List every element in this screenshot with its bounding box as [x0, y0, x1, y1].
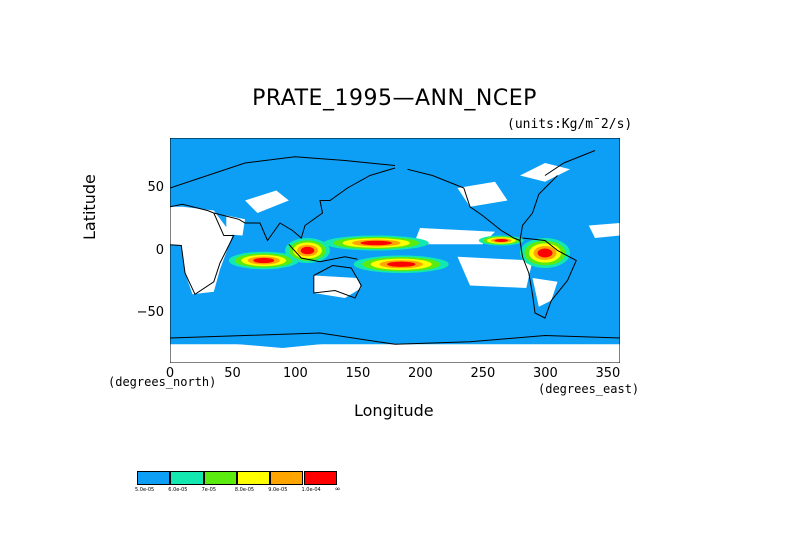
antarctic-ocean-strip — [195, 335, 358, 348]
eurasia-south-coast — [213, 167, 396, 242]
x-tick-label: 250 — [470, 366, 496, 381]
antarctica-coast — [170, 332, 620, 345]
colorbar-label: 8.0e-05 — [234, 487, 255, 493]
africa-coast — [170, 203, 235, 296]
colorbar-label: 1.0e-04 — [301, 487, 321, 493]
south-america-south-white — [532, 278, 558, 307]
antarctica-white — [170, 344, 620, 363]
colorbar-swatch — [137, 471, 171, 485]
south-america-coast — [519, 237, 577, 319]
north-america-white — [457, 181, 508, 207]
central-asia-white — [245, 190, 289, 213]
colorbar-label: 7e-05 — [201, 487, 217, 493]
x-tick-label: 0 — [165, 366, 175, 381]
east-pacific-dry-white — [413, 228, 495, 245]
colorbar-label: 9.0e-05 — [268, 487, 288, 493]
se-pacific-dry-white — [457, 256, 533, 288]
australia-coast — [313, 264, 362, 299]
x-tick-label: 100 — [283, 366, 308, 381]
y-axis-label: Latitude — [80, 174, 99, 240]
australia-white — [313, 275, 362, 298]
north-america-coast — [407, 168, 558, 242]
x-tick-label: 350 — [595, 366, 621, 381]
eurasia-north-coast — [170, 156, 396, 189]
precip-level-5 — [253, 257, 275, 264]
y-tick-label: 50 — [147, 180, 164, 195]
colorbar-swatch — [203, 471, 237, 485]
colorbar-swatch — [303, 471, 337, 485]
x-unit-note: (degrees_east) — [538, 382, 640, 396]
colorbar-swatch — [236, 471, 271, 485]
precipitation-map — [170, 138, 620, 363]
greenland-coast — [544, 150, 596, 176]
coastlines — [170, 150, 620, 345]
y-tick-label: −50 — [136, 305, 164, 320]
colorbar-label: 6.0e-05 — [168, 487, 188, 493]
x-tick-label: 50 — [224, 366, 241, 381]
x-tick-label: 300 — [533, 366, 558, 381]
colorbar-swatch — [270, 471, 304, 485]
colorbar-swatch — [170, 471, 204, 485]
precip-level-5 — [537, 248, 553, 258]
precipitation-bands — [228, 235, 570, 273]
units-label: (units:Kg/m¯2/s) — [507, 117, 633, 132]
precip-level-5 — [300, 246, 315, 255]
x-tick-label: 200 — [408, 366, 433, 381]
map-title: PRATE_1995—ANN_NCEP — [252, 86, 537, 111]
precip-level-5 — [360, 240, 392, 246]
precip-level-5 — [494, 239, 508, 242]
x-tick-label: 150 — [345, 366, 371, 381]
x-axis-label: Longitude — [354, 401, 434, 420]
colorbar-label: 5.0e-05 — [135, 487, 155, 493]
north-atlantic-white — [588, 223, 620, 238]
precip-level-5 — [387, 261, 416, 267]
y-unit-note: (degrees_north) — [108, 375, 217, 389]
indonesia-coast — [288, 243, 358, 263]
y-tick-label: 0 — [155, 242, 164, 258]
colorbar-end-label: ∞ — [334, 485, 341, 493]
